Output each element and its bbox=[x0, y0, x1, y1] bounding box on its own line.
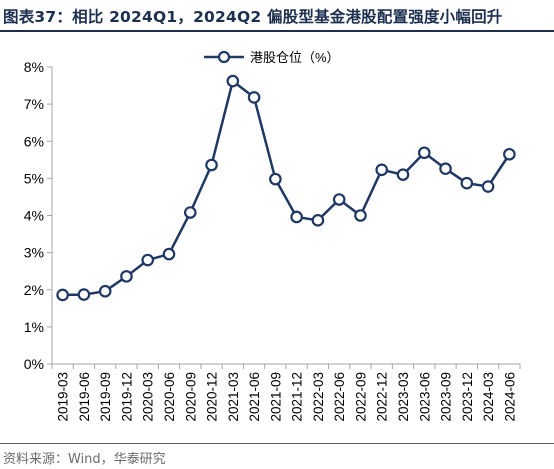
data-point bbox=[205, 158, 218, 172]
y-tick-label: 5% bbox=[24, 170, 44, 186]
data-point bbox=[503, 147, 516, 161]
data-point bbox=[56, 288, 69, 302]
data-point bbox=[290, 210, 303, 224]
y-tick-label: 1% bbox=[24, 319, 44, 335]
x-tick-label: 2021-09 bbox=[268, 372, 283, 422]
x-tick-label: 2024-03 bbox=[481, 372, 496, 422]
data-point bbox=[269, 172, 282, 186]
data-point bbox=[77, 288, 91, 301]
data-point bbox=[460, 176, 474, 190]
x-tick-label: 2020-06 bbox=[162, 372, 177, 422]
legend-marker bbox=[217, 50, 231, 64]
x-tick-label: 2023-03 bbox=[396, 372, 411, 422]
x-tick-label: 2019-09 bbox=[98, 372, 113, 422]
data-point bbox=[417, 146, 431, 160]
y-tick-label: 7% bbox=[24, 96, 44, 112]
data-point bbox=[120, 270, 133, 283]
y-tick-label: 8% bbox=[24, 59, 44, 75]
data-point bbox=[311, 214, 325, 227]
plot-area bbox=[56, 74, 516, 302]
x-tick-label: 2022-03 bbox=[311, 372, 326, 422]
data-point bbox=[183, 206, 197, 219]
figure-title: 图表37：相比 2024Q1，2024Q2 偏股型基金港股配置强度小幅回升 bbox=[3, 8, 503, 26]
x-tick-label: 2021-12 bbox=[290, 372, 305, 422]
x-tick-label: 2023-12 bbox=[460, 372, 475, 422]
x-tick-label: 2021-06 bbox=[247, 372, 262, 422]
x-tick-label: 2022-06 bbox=[332, 372, 347, 422]
source-note: 资料来源：Wind，华泰研究 bbox=[3, 452, 166, 467]
x-tick-label: 2023-06 bbox=[417, 372, 432, 422]
y-tick-label: 6% bbox=[24, 133, 44, 149]
x-tick-label: 2019-12 bbox=[119, 372, 134, 422]
data-point bbox=[141, 253, 155, 267]
x-tick-label: 2021-03 bbox=[226, 372, 241, 422]
y-axis: 0% 1% 2% 3% 4% 5% 6% 7% 8% bbox=[24, 59, 53, 372]
legend-label: 港股仓位（%） bbox=[250, 50, 340, 65]
x-tick-label: 2023-09 bbox=[439, 372, 454, 422]
x-tick-label: 2020-12 bbox=[205, 372, 220, 422]
y-tick-label: 2% bbox=[24, 282, 44, 298]
data-point bbox=[98, 284, 112, 298]
data-point bbox=[162, 247, 176, 261]
data-point bbox=[375, 163, 389, 177]
data-point bbox=[481, 180, 495, 193]
x-tick-label: 2019-06 bbox=[77, 372, 92, 422]
data-point bbox=[332, 193, 346, 206]
x-tick-label: 2020-09 bbox=[183, 372, 198, 422]
data-point bbox=[354, 209, 367, 222]
y-tick-label: 4% bbox=[24, 208, 44, 224]
source-divider bbox=[0, 443, 554, 444]
y-tick-label: 3% bbox=[24, 245, 44, 261]
x-tick-label: 2024-06 bbox=[502, 372, 517, 422]
data-point bbox=[396, 168, 410, 181]
data-point bbox=[226, 74, 240, 88]
legend: 港股仓位（%） bbox=[204, 50, 340, 65]
data-point bbox=[247, 91, 261, 104]
y-tick-label: 0% bbox=[24, 356, 44, 372]
x-tick-label: 2020-03 bbox=[141, 372, 156, 422]
data-point bbox=[439, 162, 452, 176]
title-divider bbox=[0, 30, 554, 32]
series-line bbox=[62, 79, 511, 297]
x-tick-label: 2019-03 bbox=[56, 372, 71, 422]
x-axis: 2019-03 2019-06 2019-09 2019-12 2020-03 2020-… bbox=[51, 363, 521, 422]
x-tick-label: 2022-12 bbox=[375, 372, 390, 422]
x-tick-label: 2022-09 bbox=[353, 372, 368, 422]
